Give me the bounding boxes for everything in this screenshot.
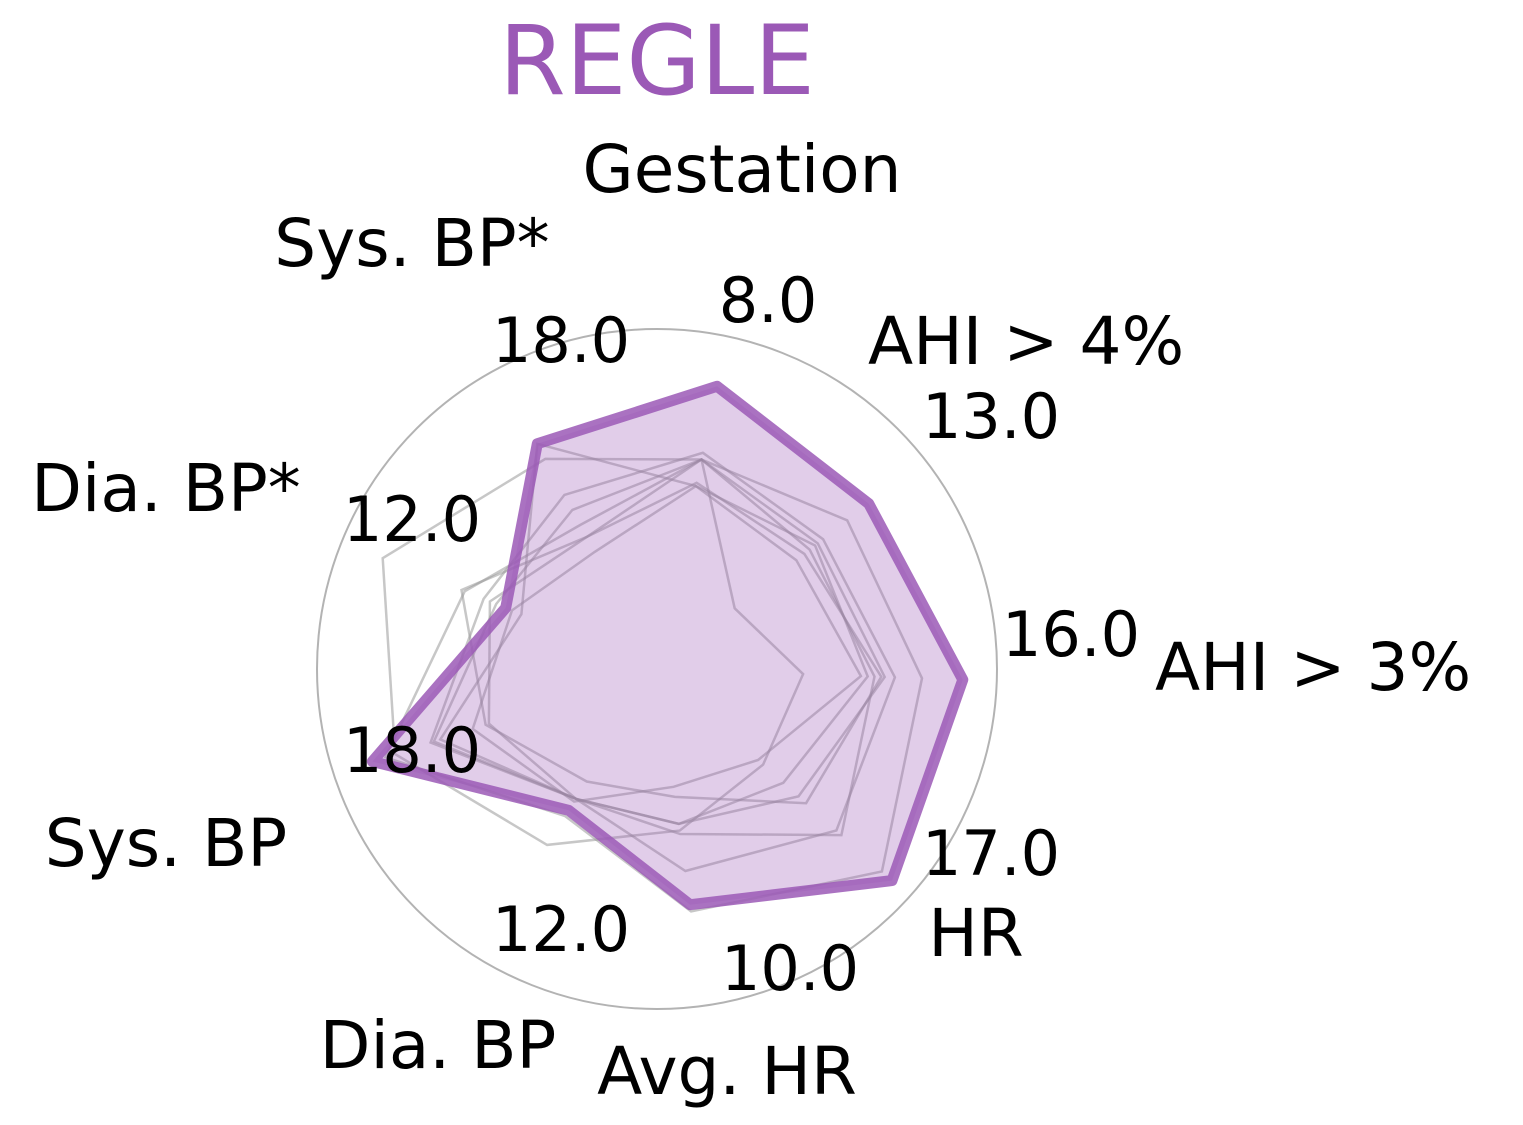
comparison-series-6 bbox=[438, 442, 870, 826]
axis-label-0: Gestation bbox=[583, 131, 902, 208]
axis-max-label-0: 8.0 bbox=[719, 264, 818, 337]
axis-max-label-5: 12.0 bbox=[492, 893, 630, 966]
axis-label-3: HR bbox=[928, 895, 1024, 972]
axis-max-label-7: 12.0 bbox=[343, 483, 481, 556]
axis-label-2: AHI > 3% bbox=[1155, 629, 1471, 706]
axis-label-4: Avg. HR bbox=[597, 1033, 857, 1110]
labels-layer: Gestation 8.0 AHI > 4%13.0 AHI > 3%16.0 HR17… bbox=[31, 131, 1471, 1110]
regle-area bbox=[372, 386, 963, 905]
comparison-series-8 bbox=[471, 484, 863, 803]
axis-max-label-6: 18.0 bbox=[343, 714, 481, 787]
axis-label-8: Sys. BP* bbox=[274, 205, 549, 282]
regle-line bbox=[366, 380, 969, 911]
comparison-series-1 bbox=[383, 458, 924, 913]
axis-label-5: Dia. BP bbox=[320, 1007, 557, 1084]
axis-max-label-1: 13.0 bbox=[922, 380, 1060, 453]
axis-label-6: Sys. BP bbox=[45, 805, 287, 882]
chart-title: REGLE bbox=[499, 5, 815, 117]
axis-max-label-3: 17.0 bbox=[922, 817, 1060, 890]
axis-label-1: AHI > 4% bbox=[868, 303, 1184, 380]
radar-grid bbox=[316, 328, 998, 1010]
comparison-series-7 bbox=[381, 457, 805, 847]
outer-grid-circle bbox=[316, 328, 998, 1010]
axis-max-label-8: 18.0 bbox=[492, 304, 630, 377]
axis-max-label-2: 16.0 bbox=[1002, 598, 1140, 671]
axis-label-7: Dia. BP* bbox=[31, 450, 301, 527]
series-layer bbox=[366, 380, 969, 913]
axis-max-label-4: 10.0 bbox=[721, 932, 859, 1005]
